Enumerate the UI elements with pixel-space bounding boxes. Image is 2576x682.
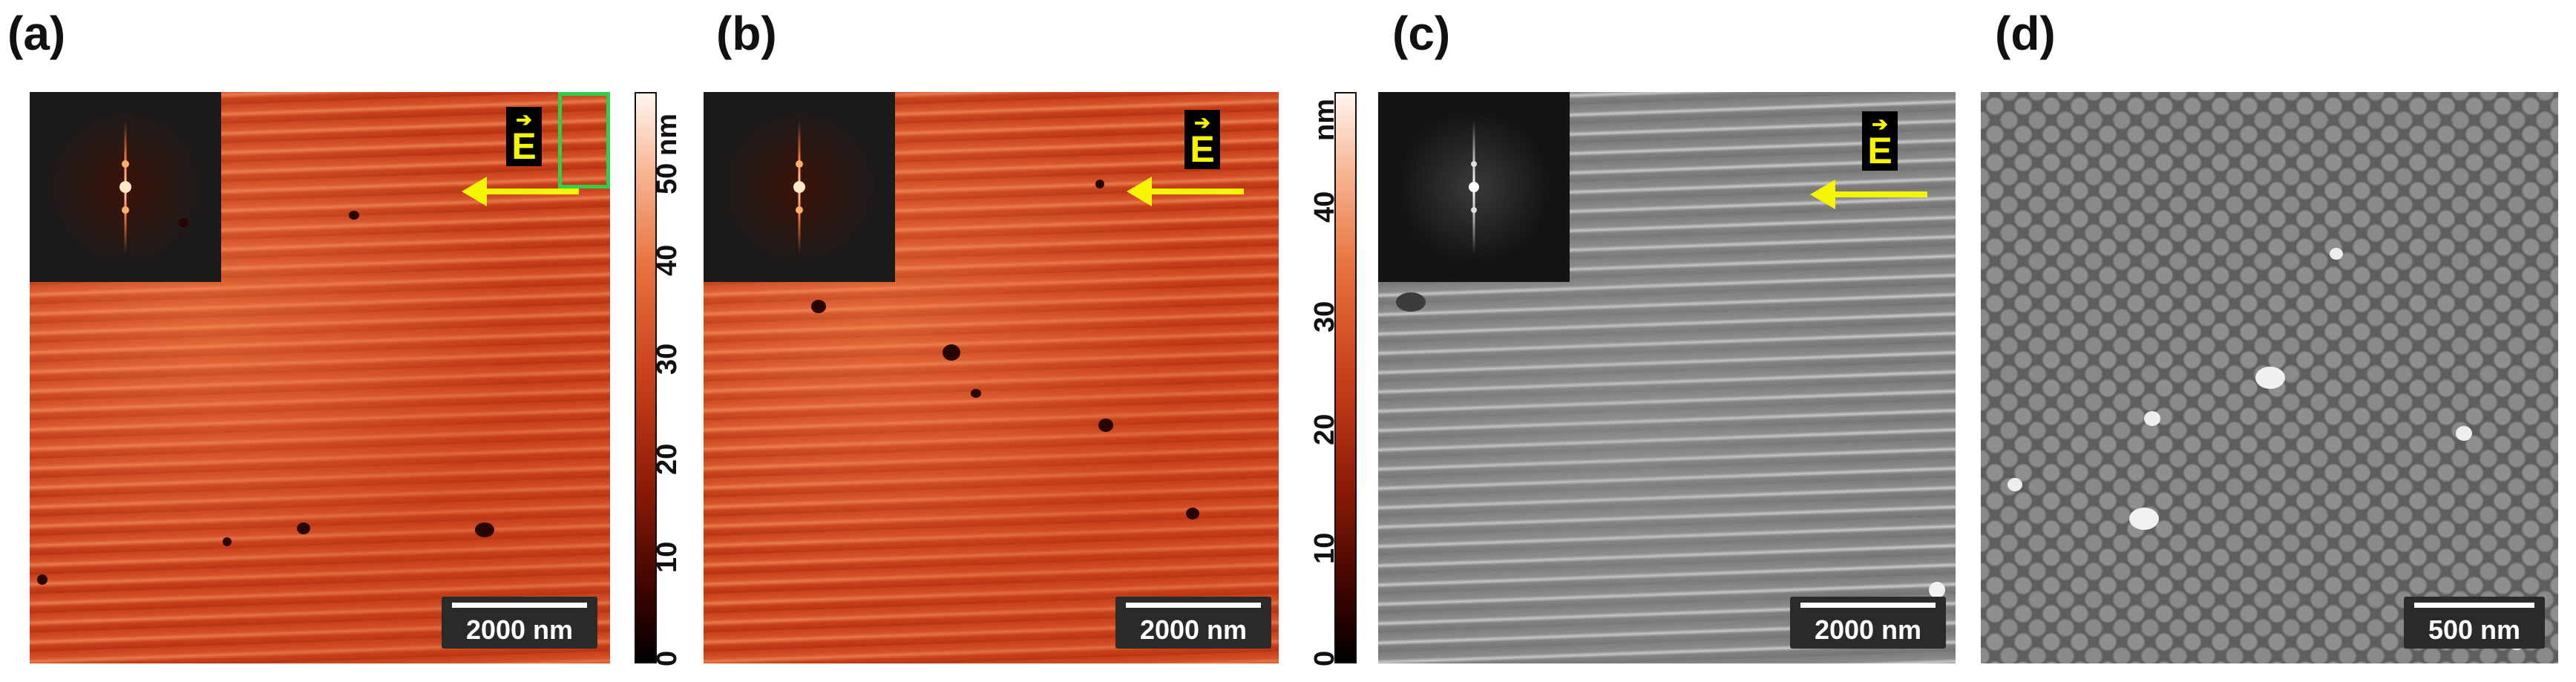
field-direction-badge: ➔ E: [506, 107, 542, 166]
colorbar-tick: 40: [652, 244, 683, 276]
particle: [2456, 426, 2472, 441]
field-arrow-icon: [1810, 180, 1927, 209]
fft-center-spot: [1469, 182, 1479, 192]
pit: [37, 574, 47, 585]
panel-label-a: (a): [7, 7, 66, 60]
fft-spot: [122, 160, 129, 168]
pit: [475, 522, 494, 537]
fft-spot: [1471, 161, 1477, 168]
colorbar-tick: 10: [652, 541, 683, 573]
scale-bar-b: 2000 nm: [1115, 597, 1271, 649]
afm-image-b: ➔ E 2000 nm: [704, 92, 1279, 663]
field-arrow-icon: [462, 177, 579, 206]
particle: [2008, 478, 2022, 491]
pit: [811, 300, 826, 313]
colorbar-tick: 20: [652, 443, 683, 475]
field-direction-badge: ➔ E: [1184, 110, 1220, 169]
pit: [1098, 419, 1113, 432]
scale-bar-c: 2000 nm: [1790, 597, 1946, 649]
particle: [2144, 411, 2160, 426]
badge-letter: E: [1867, 130, 1892, 171]
colorbar-tick: 50: [652, 163, 683, 194]
scale-bar-line: [2414, 603, 2534, 608]
scale-bar-label: 2000 nm: [465, 614, 574, 645]
colorbar-tick: 30: [1309, 301, 1340, 332]
panel-label-b: (b): [716, 7, 777, 60]
pit: [1095, 180, 1104, 188]
colorbar-a: [635, 92, 657, 663]
scale-bar-line: [1126, 603, 1261, 608]
defect: [1396, 292, 1426, 312]
scale-bar-line: [1800, 603, 1936, 608]
panel-label-d: (d): [1995, 7, 2056, 60]
colorbar-tick: 40: [1309, 191, 1340, 223]
pit: [178, 218, 189, 227]
pit: [223, 537, 232, 546]
fft-inset-a: [30, 92, 221, 282]
fft-spot: [1471, 206, 1477, 213]
scale-bar-label: 2000 nm: [1814, 614, 1922, 645]
fft-spot: [796, 160, 803, 168]
badge-arrow-icon: ➔: [1872, 113, 1888, 135]
scale-bar-d: 500 nm: [2404, 597, 2545, 649]
badge-arrow-icon: ➔: [516, 108, 532, 131]
scale-bar-a: 2000 nm: [442, 597, 597, 649]
scale-bar-label: 2000 nm: [1139, 614, 1248, 645]
pit: [349, 211, 359, 220]
panel-label-c: (c): [1392, 7, 1451, 60]
fft-center-spot: [793, 181, 805, 193]
colorbar-unit-b: nm: [1309, 99, 1340, 141]
particle: [1929, 582, 1945, 598]
badge-letter: E: [1190, 128, 1215, 170]
scale-bar-line: [452, 603, 587, 608]
badge-letter: E: [511, 125, 537, 167]
particle: [2129, 508, 2159, 530]
colorbar-tick: 0: [652, 650, 683, 666]
fft-spot: [796, 206, 803, 214]
colorbar-b: [1334, 92, 1357, 663]
colorbar-tick: 30: [652, 343, 683, 375]
pit: [943, 344, 960, 361]
highlight-box: [558, 92, 610, 188]
colorbar-tick: 0: [1309, 650, 1340, 666]
fft-inset-c: [1378, 92, 1570, 282]
field-direction-badge: ➔ E: [1862, 111, 1898, 171]
sem-image-d: 500 nm: [1981, 92, 2558, 663]
afm-image-a: ➔ E 2000 nm: [30, 92, 610, 663]
particle: [2330, 248, 2343, 260]
colorbar-tick: 10: [1309, 532, 1340, 564]
pit: [971, 389, 981, 398]
pit: [1186, 508, 1199, 519]
fft-center-spot: [119, 181, 131, 193]
pit: [297, 522, 310, 534]
scale-bar-label: 500 nm: [2428, 614, 2521, 645]
colorbar-unit-a: nm: [652, 114, 683, 156]
sem-image-c: ➔ E 2000 nm: [1378, 92, 1956, 663]
badge-arrow-icon: ➔: [1194, 111, 1210, 134]
particle: [2255, 367, 2285, 389]
colorbar-tick: 20: [1309, 413, 1340, 445]
field-arrow-icon: [1127, 177, 1244, 206]
fft-inset-b: [704, 92, 895, 282]
fft-spot: [122, 206, 129, 214]
